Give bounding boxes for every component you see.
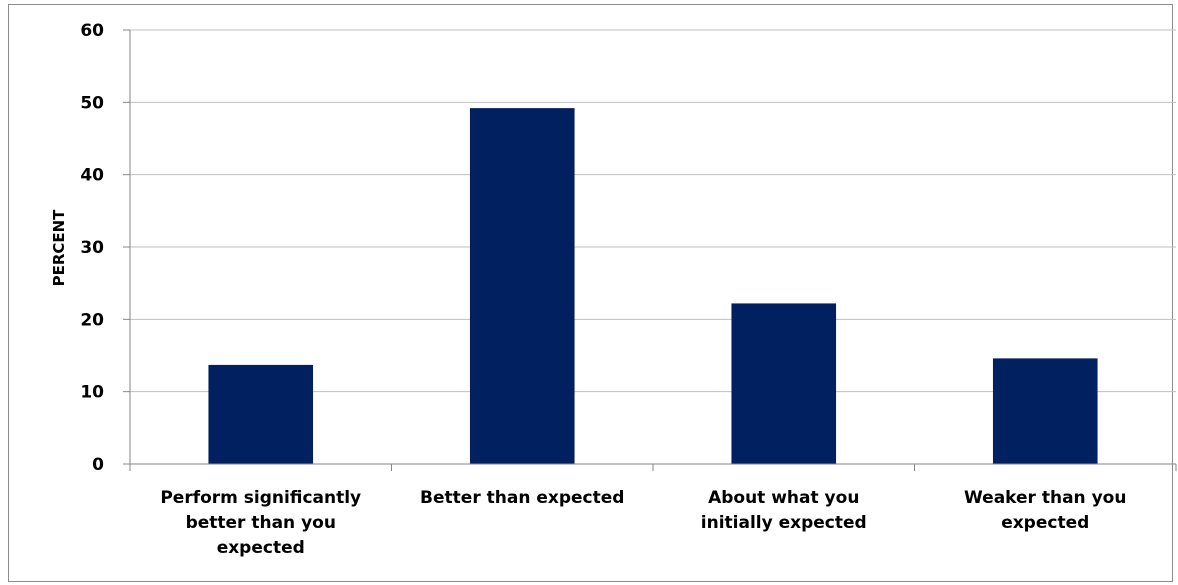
- y-tick-label: 10: [80, 383, 104, 403]
- x-category-label: Weaker than you expected: [964, 488, 1126, 533]
- bar: [208, 364, 314, 464]
- y-axis-title: PERCENT: [50, 209, 68, 287]
- bars: [208, 108, 1098, 465]
- x-category-label: Perform significantly better than you expe…: [160, 488, 361, 558]
- y-tick-label: 60: [80, 21, 104, 41]
- bar: [731, 303, 837, 464]
- bar: [992, 358, 1098, 464]
- bar: [469, 108, 575, 465]
- y-tick-label: 50: [80, 93, 104, 113]
- y-tick-label: 30: [80, 238, 104, 258]
- y-tick-label: 0: [92, 455, 104, 475]
- gridlines: [130, 29, 1176, 393]
- chart-frame: [8, 4, 1173, 582]
- x-category-label: Better than expected: [420, 488, 624, 508]
- y-tick-label: 40: [80, 166, 104, 186]
- labels: 0 10 20 30 40 50 60 Perform significantly better…: [80, 21, 1126, 558]
- y-tick-label: 20: [80, 310, 104, 330]
- axes: [123, 29, 1177, 471]
- x-category-label: About what you initially expected: [701, 488, 867, 533]
